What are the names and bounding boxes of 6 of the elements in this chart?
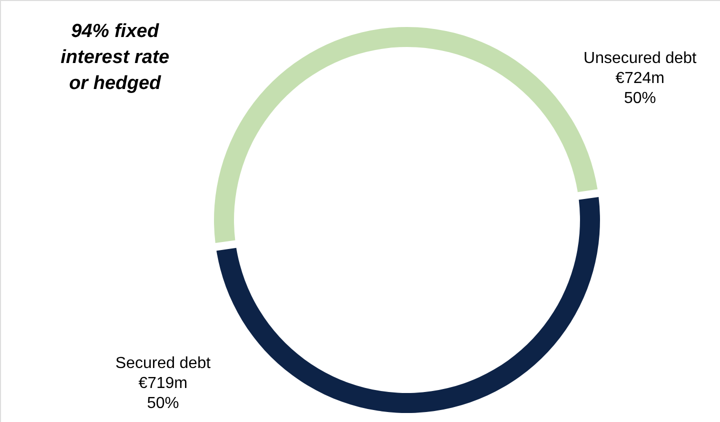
data-label: €724m 50% [616,70,664,107]
slice-label: Unsecured debt [584,50,698,67]
data-label: €719m 50% [138,375,188,412]
slice-label: Secured debt [115,355,212,372]
donut-slice [216,196,600,413]
text: 94% fixed interest rate or hedged [60,21,170,94]
